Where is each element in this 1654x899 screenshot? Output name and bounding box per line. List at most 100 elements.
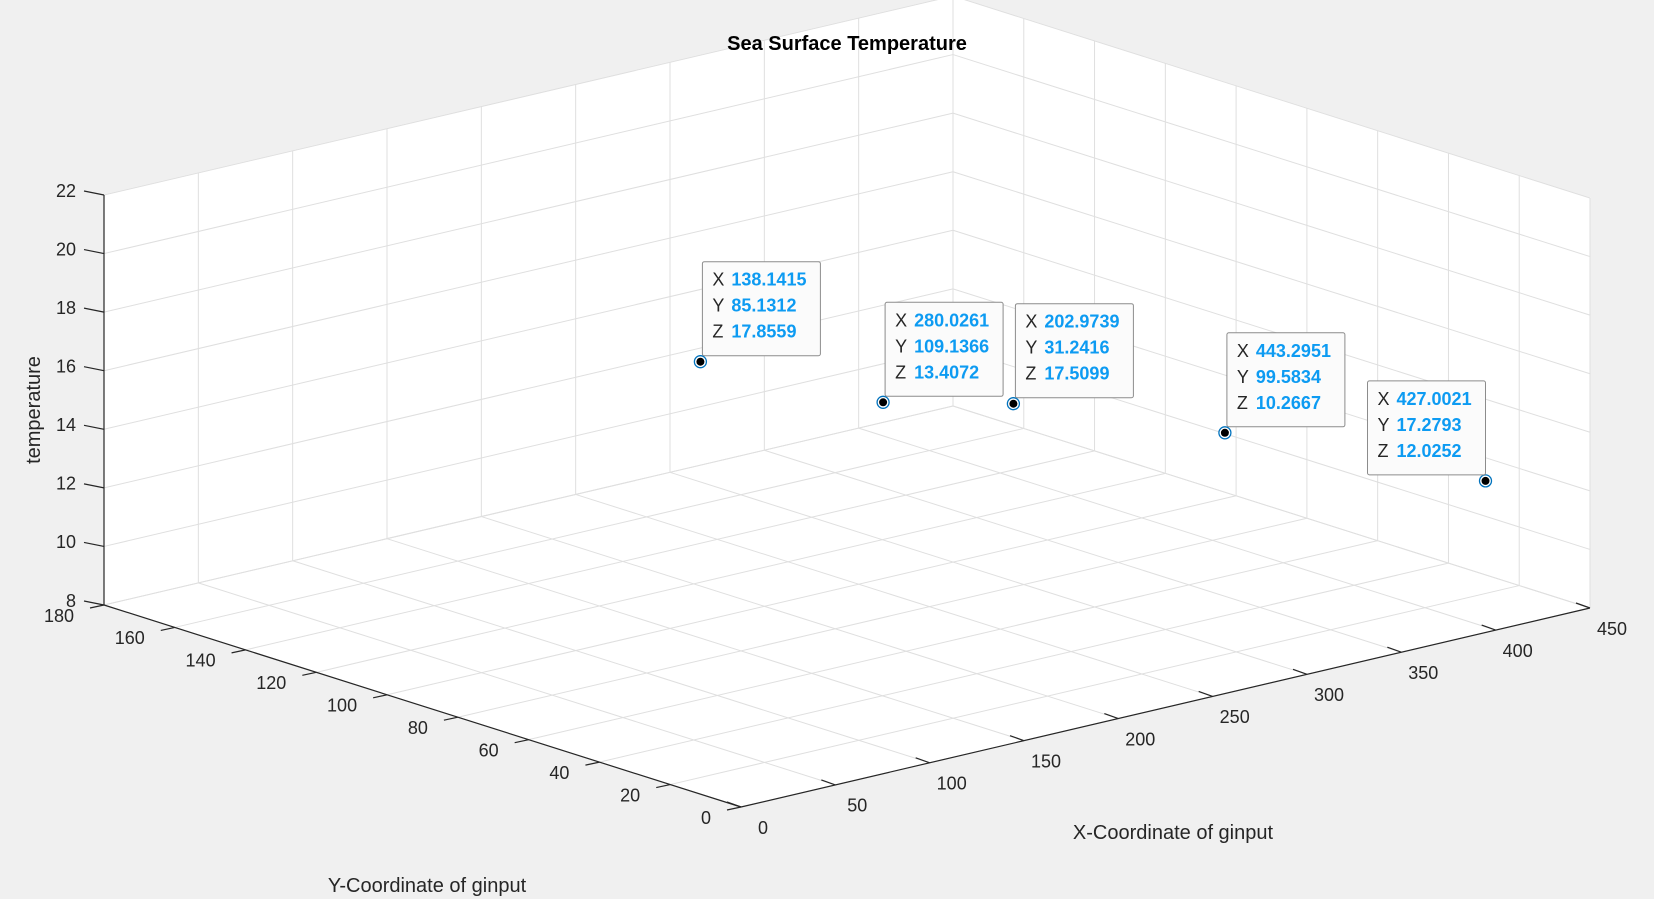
z-gridline-back [103, 54, 954, 255]
datatip-value: 138.1415 [731, 270, 806, 290]
y-gridline-floor [599, 562, 1449, 763]
z-tick-label: 10 [56, 532, 76, 552]
datatip-value: 13.4072 [914, 362, 979, 382]
y-tick-mark [231, 649, 246, 654]
z-tick-label: 14 [56, 415, 76, 435]
datatip-box [884, 301, 1004, 397]
y-tick-mark [302, 671, 317, 676]
z-gridline-side [952, 171, 1591, 375]
data-tips[interactable]: X 138.1415 Y 85.1312 Z 17.8559 X 280.0261 Y 109.1… [701, 261, 1486, 476]
datatip-key: X [895, 310, 907, 330]
z-tick-mark [83, 600, 105, 606]
y-tick-mark [514, 739, 529, 744]
chart-title: Sea Surface Temperature [727, 33, 967, 55]
y-gridline-floor [316, 472, 1166, 673]
data-markers[interactable] [693, 355, 1493, 488]
z-tick-label: 12 [56, 474, 76, 494]
z-gridline-side [963, 0, 1591, 199]
x-tick-label: 300 [1314, 685, 1344, 705]
datatip-value: 10.2667 [1256, 393, 1321, 413]
tick-labels: 0 50 100 150 200 250 300 350 400 450 0 20 40 60 80 100 1… [44, 181, 1627, 838]
y-gridline-floor [245, 450, 1095, 651]
z-gridline-back [103, 112, 954, 313]
z-tick-mark [83, 248, 105, 255]
x-gridline-floor [669, 471, 1308, 675]
datatip[interactable]: X 280.0261 Y 109.1366 Z 13.4072 [884, 301, 1004, 397]
x-tick-label: 100 [937, 774, 967, 794]
y-tick-label: 0 [701, 808, 711, 828]
datatip-anchor-dot [696, 357, 705, 366]
z-axis-label: temperature [23, 356, 45, 464]
datatip-box [1226, 332, 1346, 428]
x-gridline-floor [481, 516, 1119, 720]
y-gridline-floor [174, 427, 1024, 628]
y-tick-label: 80 [408, 718, 428, 738]
y-gridline-floor [670, 585, 1520, 786]
z-tick-label: 16 [56, 356, 76, 376]
axis-lines [103, 195, 1591, 808]
y-tick-mark [656, 783, 671, 789]
y-tick-mark [443, 716, 459, 721]
datatip-key: Z [1378, 441, 1389, 461]
datatip-anchor-dot [1481, 476, 1490, 485]
x-tick-mark [821, 779, 836, 786]
x-tick-label: 350 [1408, 663, 1438, 683]
datatip-value: 427.0021 [1397, 389, 1472, 409]
x-tick-mark [1198, 690, 1213, 698]
datatip[interactable]: X 427.0021 Y 17.2793 Z 12.0252 [1367, 380, 1486, 476]
x-tick-label: 0 [758, 818, 768, 838]
datatip[interactable]: X 443.2951 Y 99.5834 Z 10.2667 [1226, 332, 1346, 428]
y-tick-label: 100 [327, 696, 357, 716]
x-axis-label: X-Coordinate of ginput [1073, 822, 1274, 844]
z-gridline-back [103, 346, 954, 547]
y-tick-mark [372, 694, 388, 699]
datatip-anchor-dot [1220, 428, 1229, 437]
x-tick-label: 250 [1220, 707, 1250, 727]
y-tick-label: 60 [479, 740, 499, 760]
datatip-value: 17.2793 [1397, 415, 1462, 435]
datatip-value: 202.9739 [1044, 312, 1119, 332]
y-tick-mark [89, 604, 105, 609]
z-tick-mark [83, 190, 105, 196]
datatip-value: 109.1366 [914, 336, 989, 356]
y-tick-mark [160, 626, 175, 632]
datatip-anchor-dot [879, 398, 888, 407]
y-tick-label: 140 [186, 651, 216, 671]
x-tick-label: 450 [1597, 619, 1627, 639]
datatip[interactable]: X 202.9739 Y 31.2416 Z 17.5099 [1014, 303, 1134, 399]
datatip-anchor-dot [1009, 399, 1018, 408]
x-gridline-floor [575, 493, 1213, 697]
y-gridline-floor [457, 517, 1308, 718]
x-gridline-floor [764, 449, 1402, 653]
datatip[interactable]: X 138.1415 Y 85.1312 Z 17.8559 [701, 261, 821, 357]
x-tick-label: 150 [1031, 751, 1061, 771]
z-gridline-side [952, 405, 1591, 609]
x-tick-mark [1104, 712, 1119, 720]
x-gridline-floor [858, 427, 1496, 631]
x-tick-label: 50 [847, 796, 867, 816]
y-gridline-floor [386, 495, 1237, 696]
y-tick-mark [585, 761, 600, 766]
x-tick-mark [1292, 668, 1308, 675]
z-tick-mark [83, 366, 105, 372]
y-axis-line [103, 604, 742, 808]
datatip-key: Z [712, 322, 723, 342]
y-gridline-floor [528, 540, 1378, 741]
y-tick-label: 40 [549, 763, 569, 783]
datatip-value: 31.2416 [1044, 338, 1109, 358]
x-tick-mark [915, 757, 930, 764]
y-axis-label: Y-Coordinate of ginput [328, 875, 527, 897]
x-gridline-floor [198, 582, 836, 786]
datatip-value: 85.1312 [731, 296, 796, 316]
z-tick-label: 22 [56, 181, 76, 201]
x-tick-mark [726, 801, 742, 808]
x-tick-mark [1575, 602, 1591, 609]
datatip-key: Y [1237, 367, 1249, 387]
z-tick-mark [83, 307, 105, 313]
y-tick-label: 120 [256, 673, 286, 693]
datatip-key: Y [712, 296, 724, 316]
datatip-key: Z [895, 362, 906, 382]
x-tick-mark [1481, 624, 1496, 631]
datatip-key: Z [1025, 364, 1036, 384]
